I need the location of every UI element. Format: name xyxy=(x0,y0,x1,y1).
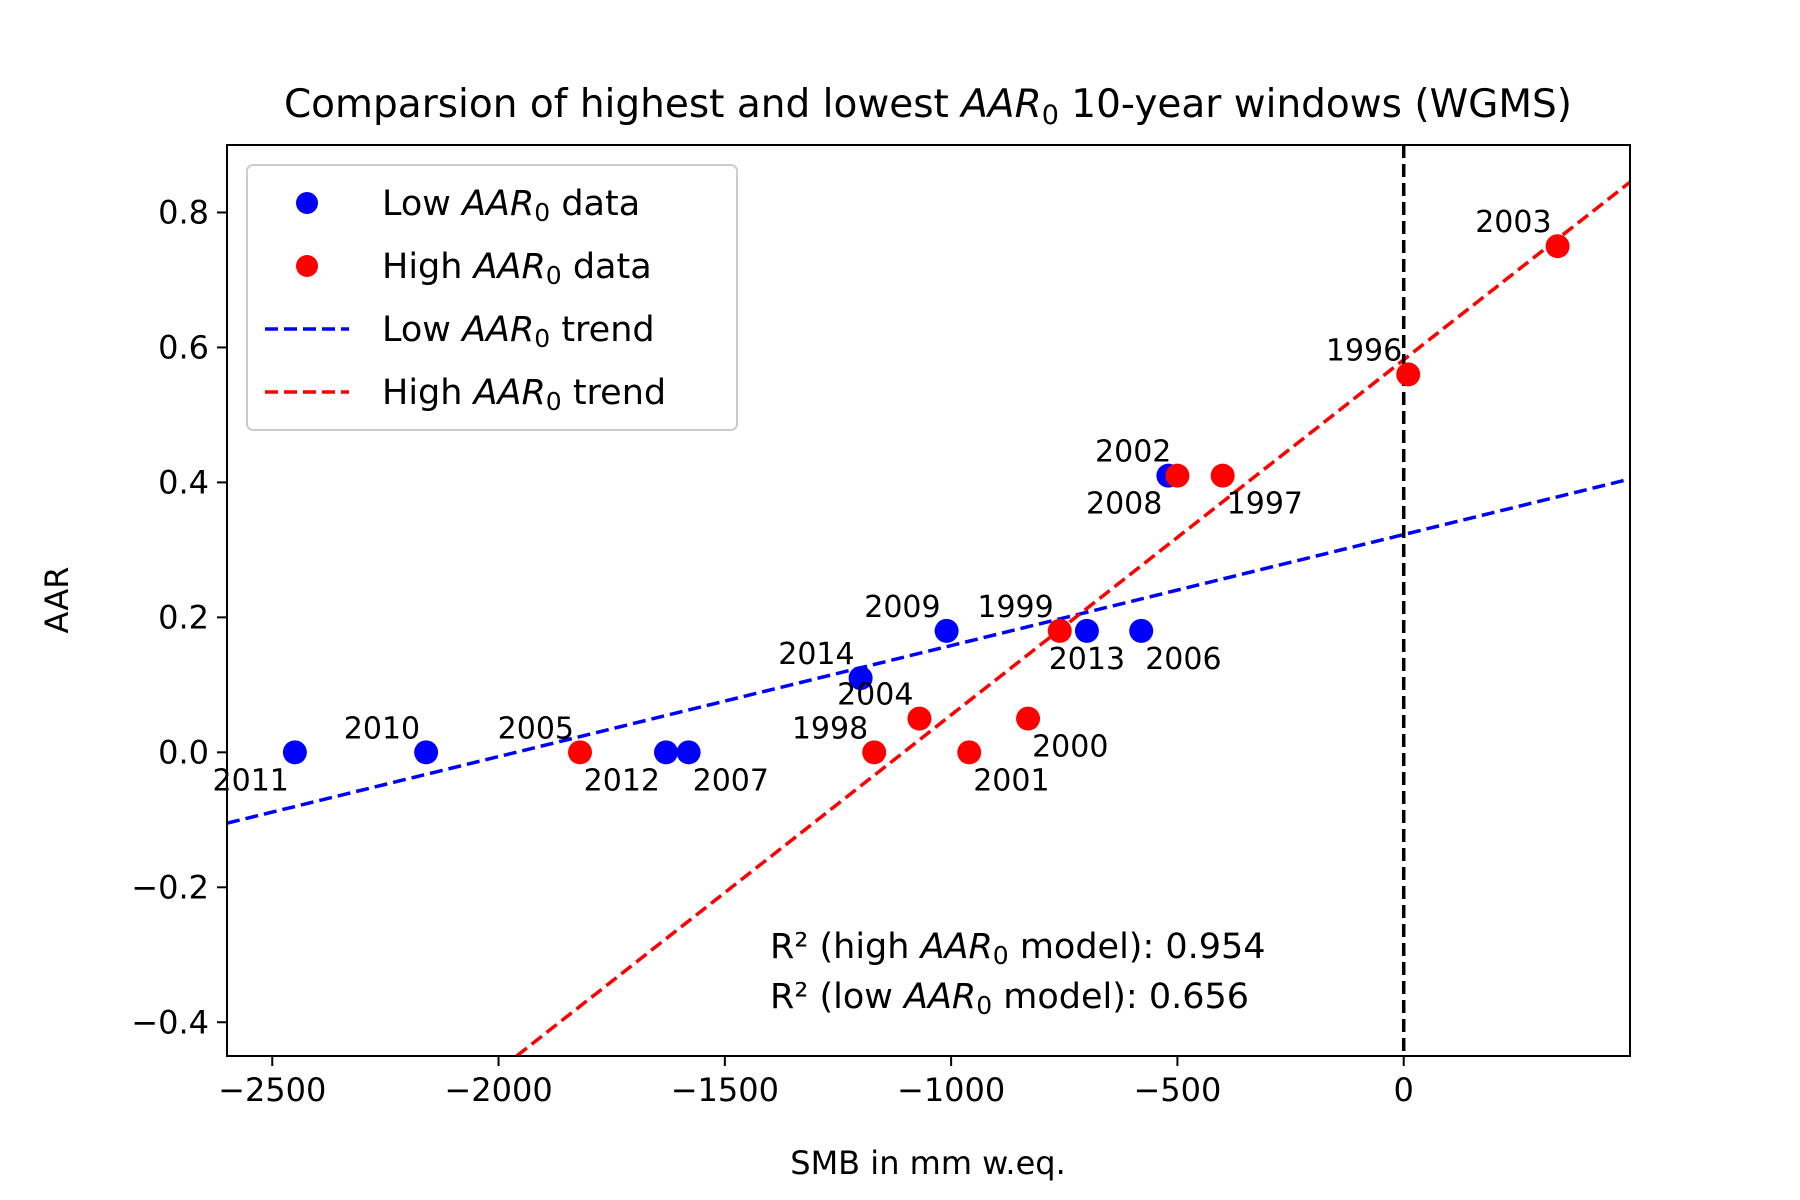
legend-box xyxy=(246,164,738,431)
point-label-2002: 2002 xyxy=(1095,435,1171,470)
x-axis-label: SMB in mm w.eq. xyxy=(790,1144,1065,1182)
point-label-2010: 2010 xyxy=(344,711,420,746)
title-aar-symbol: AAR xyxy=(958,82,1041,127)
point-labels-layer: 2011 2010 2012 2007 2014 2009 2013 2006 2008 2005… xyxy=(213,205,1552,798)
point-label-1996: 1996 xyxy=(1326,333,1402,368)
point-label-2001: 2001 xyxy=(973,763,1049,798)
x-tick-label-2: −1500 xyxy=(671,1071,779,1109)
high-data-point-1997 xyxy=(1210,463,1235,488)
y-tick-label-5: −0.2 xyxy=(131,868,209,906)
x-tick-label-3: −1000 xyxy=(897,1071,1005,1109)
legend: Low AAR0 data High AAR0 data Low AAR0 tr… xyxy=(246,164,738,431)
legend-marker-low-data xyxy=(296,192,318,214)
data-points-layer xyxy=(282,234,1570,765)
low-data-point-2010 xyxy=(414,740,439,765)
y-tick-label-2: 0.4 xyxy=(158,463,209,501)
y-tick-label-3: 0.2 xyxy=(158,598,209,636)
x-tick-label-0: −2500 xyxy=(218,1071,326,1109)
high-data-point-2003 xyxy=(1545,234,1570,259)
high-data-point-1996 xyxy=(1396,362,1421,387)
title-prefix: Comparsion of highest and lowest xyxy=(284,82,961,127)
low-data-point-2012 xyxy=(654,740,679,765)
low-data-point-2011 xyxy=(282,740,307,765)
low-trend-line xyxy=(227,477,1630,825)
high-data-point-2005 xyxy=(568,740,593,765)
trend-lines-layer xyxy=(227,145,1630,1056)
legend-label-low-data: Low AAR0 data xyxy=(382,184,640,227)
point-label-2014: 2014 xyxy=(778,637,854,672)
point-label-2007: 2007 xyxy=(693,763,769,798)
low-data-point-2007 xyxy=(676,740,701,765)
point-label-2003: 2003 xyxy=(1475,205,1551,240)
legend-marker-high-data xyxy=(296,255,318,277)
point-label-1997: 1997 xyxy=(1227,487,1303,522)
r2-low-annotation: R² (low AAR0 model): 0.656 xyxy=(770,977,1249,1020)
low-data-point-2006 xyxy=(1129,618,1154,643)
r2-high-annotation: R² (high AAR0 model): 0.954 xyxy=(770,927,1266,970)
high-data-point-2000 xyxy=(1016,706,1041,731)
y-tick-label-4: 0.0 xyxy=(158,733,209,771)
point-label-2006: 2006 xyxy=(1145,642,1221,677)
low-data-point-2009 xyxy=(934,618,959,643)
high-data-point-2004 xyxy=(907,706,932,731)
ticks-layer: −2500 −2000 −1500 −1000 −500 0 0.8 0.6 0.4 0.2 0.0… xyxy=(131,193,1414,1109)
point-label-2004: 2004 xyxy=(837,678,913,713)
title-aar-subscript: 0 xyxy=(1042,100,1059,131)
point-label-2000: 2000 xyxy=(1032,730,1108,765)
y-axis-label: AAR xyxy=(38,567,76,634)
point-label-2009: 2009 xyxy=(864,590,940,625)
title-suffix: 10-year windows (WGMS) xyxy=(1059,82,1572,127)
high-data-point-2001 xyxy=(957,740,982,765)
high-data-point-1998 xyxy=(862,740,887,765)
point-label-1999: 1999 xyxy=(977,590,1053,625)
point-label-2013: 2013 xyxy=(1049,642,1125,677)
high-trend-line xyxy=(515,180,1630,1056)
point-label-2011: 2011 xyxy=(213,763,289,798)
y-tick-label-0: 0.8 xyxy=(158,193,209,231)
point-label-2005: 2005 xyxy=(498,711,574,746)
high-data-point-1999 xyxy=(1047,618,1072,643)
legend-label-high-trend: High AAR0 trend xyxy=(382,373,666,416)
y-tick-label-1: 0.6 xyxy=(158,328,209,366)
point-label-1998: 1998 xyxy=(792,711,868,746)
chart-title: Comparsion of highest and lowest AAR0 10… xyxy=(284,82,1572,131)
x-tick-label-1: −2000 xyxy=(444,1071,552,1109)
low-data-point-2014 xyxy=(848,666,873,691)
point-label-2008: 2008 xyxy=(1086,487,1162,522)
y-tick-label-6: −0.4 xyxy=(131,1003,209,1041)
legend-label-low-trend: Low AAR0 trend xyxy=(382,310,655,353)
r-squared-annotations: R² (high AAR0 model): 0.954 R² (low AAR0… xyxy=(770,927,1266,1020)
x-tick-label-5: 0 xyxy=(1394,1071,1414,1109)
high-data-point-2002 xyxy=(1165,463,1190,488)
x-tick-label-4: −500 xyxy=(1133,1071,1221,1109)
legend-label-high-data: High AAR0 data xyxy=(382,247,652,290)
point-label-2012: 2012 xyxy=(584,763,660,798)
low-data-point-2013 xyxy=(1074,618,1099,643)
plot-frame xyxy=(226,144,1631,1057)
